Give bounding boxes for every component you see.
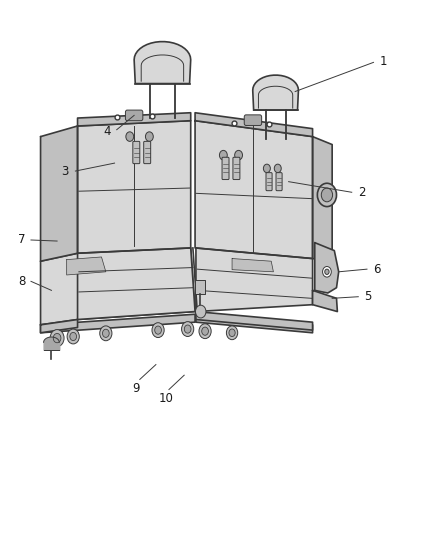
Circle shape bbox=[182, 321, 194, 336]
Circle shape bbox=[102, 329, 109, 337]
FancyBboxPatch shape bbox=[222, 157, 229, 180]
Polygon shape bbox=[313, 136, 332, 261]
Circle shape bbox=[70, 333, 77, 341]
Circle shape bbox=[53, 334, 61, 343]
Circle shape bbox=[155, 326, 162, 334]
Circle shape bbox=[195, 305, 206, 318]
FancyBboxPatch shape bbox=[125, 110, 143, 120]
Polygon shape bbox=[315, 243, 339, 293]
Text: 5: 5 bbox=[364, 290, 371, 303]
Text: 8: 8 bbox=[18, 275, 25, 288]
Polygon shape bbox=[195, 280, 205, 294]
Polygon shape bbox=[196, 248, 313, 312]
Circle shape bbox=[100, 326, 112, 341]
Polygon shape bbox=[78, 248, 195, 319]
Circle shape bbox=[235, 150, 243, 160]
Circle shape bbox=[322, 266, 331, 277]
Polygon shape bbox=[67, 257, 106, 275]
FancyBboxPatch shape bbox=[266, 173, 272, 191]
Circle shape bbox=[321, 188, 332, 202]
Circle shape bbox=[202, 327, 208, 335]
Polygon shape bbox=[41, 314, 195, 333]
Polygon shape bbox=[78, 120, 191, 253]
FancyBboxPatch shape bbox=[244, 115, 261, 125]
Circle shape bbox=[318, 183, 336, 207]
Text: 6: 6 bbox=[373, 263, 380, 276]
Text: 4: 4 bbox=[103, 125, 111, 138]
Circle shape bbox=[219, 150, 227, 160]
Circle shape bbox=[263, 164, 270, 173]
Circle shape bbox=[152, 322, 164, 337]
Polygon shape bbox=[196, 314, 313, 333]
Circle shape bbox=[126, 132, 134, 141]
Polygon shape bbox=[232, 259, 273, 272]
Text: 1: 1 bbox=[380, 55, 388, 68]
FancyBboxPatch shape bbox=[276, 173, 282, 191]
Polygon shape bbox=[41, 126, 78, 261]
Polygon shape bbox=[313, 290, 337, 312]
Text: 3: 3 bbox=[61, 165, 69, 177]
Polygon shape bbox=[253, 75, 298, 110]
Text: 2: 2 bbox=[358, 186, 366, 199]
Circle shape bbox=[274, 164, 281, 173]
FancyBboxPatch shape bbox=[233, 157, 240, 180]
Circle shape bbox=[199, 324, 211, 338]
Polygon shape bbox=[195, 120, 313, 259]
Circle shape bbox=[325, 269, 329, 274]
Circle shape bbox=[50, 329, 64, 346]
Polygon shape bbox=[41, 319, 78, 333]
Polygon shape bbox=[196, 312, 313, 330]
FancyBboxPatch shape bbox=[144, 141, 151, 164]
FancyBboxPatch shape bbox=[133, 141, 140, 164]
Circle shape bbox=[67, 329, 79, 344]
Circle shape bbox=[229, 329, 235, 336]
Polygon shape bbox=[195, 113, 313, 136]
Text: 7: 7 bbox=[18, 233, 25, 246]
Polygon shape bbox=[41, 248, 195, 325]
Text: 10: 10 bbox=[159, 392, 173, 405]
Polygon shape bbox=[134, 42, 191, 84]
Circle shape bbox=[226, 326, 238, 340]
Polygon shape bbox=[78, 113, 191, 126]
Text: 9: 9 bbox=[133, 382, 140, 394]
Circle shape bbox=[184, 325, 191, 333]
Circle shape bbox=[145, 132, 153, 141]
